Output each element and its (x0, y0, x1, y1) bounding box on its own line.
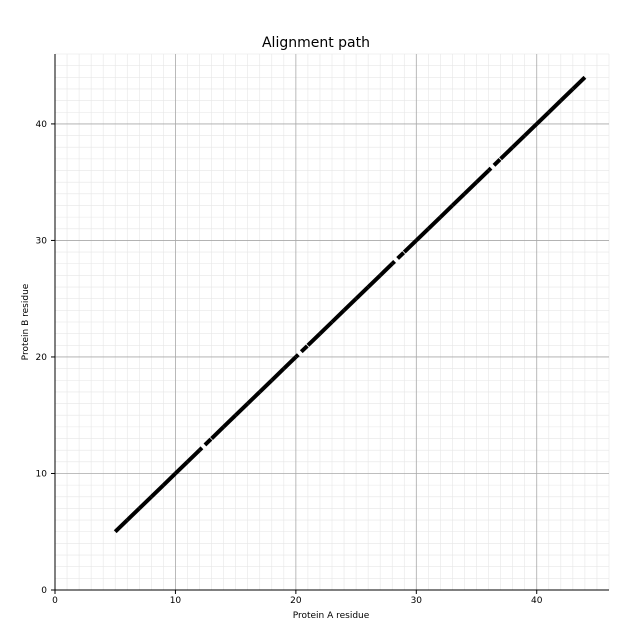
major-grid (55, 54, 609, 590)
path-segment (282, 355, 298, 371)
path-segment (439, 204, 454, 219)
axes (54, 54, 609, 591)
path-segment (535, 110, 551, 126)
path-segment (137, 495, 153, 510)
path-segment (378, 262, 394, 277)
x-tick-label: 10 (170, 596, 182, 606)
path-segment (342, 297, 358, 312)
y-tick-label: 20 (36, 353, 48, 363)
path-segment (198, 446, 204, 452)
x-tick-label: 40 (531, 596, 543, 606)
path-segment (354, 285, 370, 301)
path-segment (414, 227, 430, 242)
path-segment (475, 169, 490, 184)
path-segment (234, 402, 250, 417)
path-segment (210, 425, 225, 440)
y-axis-label: Protein B residue (21, 283, 31, 360)
chart-title: Alignment path (262, 35, 370, 51)
y-axis-ticks: 0 10 20 30 40 (36, 120, 55, 596)
y-tick-label: 10 (36, 469, 48, 479)
path-segment (306, 332, 322, 347)
path-segment (222, 413, 238, 429)
minor-grid (55, 53, 610, 590)
path-segment (318, 320, 334, 336)
y-tick-label: 0 (41, 586, 47, 596)
path-segment (366, 273, 382, 289)
path-segment (402, 238, 418, 254)
path-segment (162, 472, 177, 487)
y-tick-label: 40 (36, 120, 48, 130)
x-axis-label: Protein A residue (293, 611, 370, 621)
path-segment (330, 308, 346, 324)
x-axis-ticks: 0 10 20 30 40 (52, 590, 543, 606)
path-segment (299, 344, 309, 354)
path-segment (174, 460, 189, 475)
path-segment (113, 518, 129, 534)
series-layer (113, 75, 587, 534)
path-segment (294, 353, 300, 359)
path-segment (463, 180, 478, 196)
path-segment (270, 367, 286, 382)
path-segment (511, 134, 527, 149)
path-segment (426, 215, 442, 231)
path-segment (559, 87, 575, 103)
path-segment (487, 166, 493, 172)
path-segment (246, 390, 262, 406)
path-segment (396, 251, 406, 260)
path-segment (571, 75, 587, 91)
path-segment (149, 483, 165, 499)
path-segment (125, 506, 141, 522)
path-segment (203, 437, 213, 447)
path-segment (258, 378, 274, 394)
path-segment (451, 192, 466, 207)
x-tick-label: 20 (290, 596, 302, 606)
y-tick-label: 30 (36, 236, 48, 246)
path-segment (390, 259, 397, 266)
x-tick-label: 0 (52, 596, 58, 606)
path-segment (499, 145, 515, 161)
path-segment (523, 122, 539, 138)
x-tick-label: 30 (411, 596, 423, 606)
path-segment (492, 158, 502, 167)
path-segment (186, 448, 201, 464)
path-segment (547, 99, 563, 114)
